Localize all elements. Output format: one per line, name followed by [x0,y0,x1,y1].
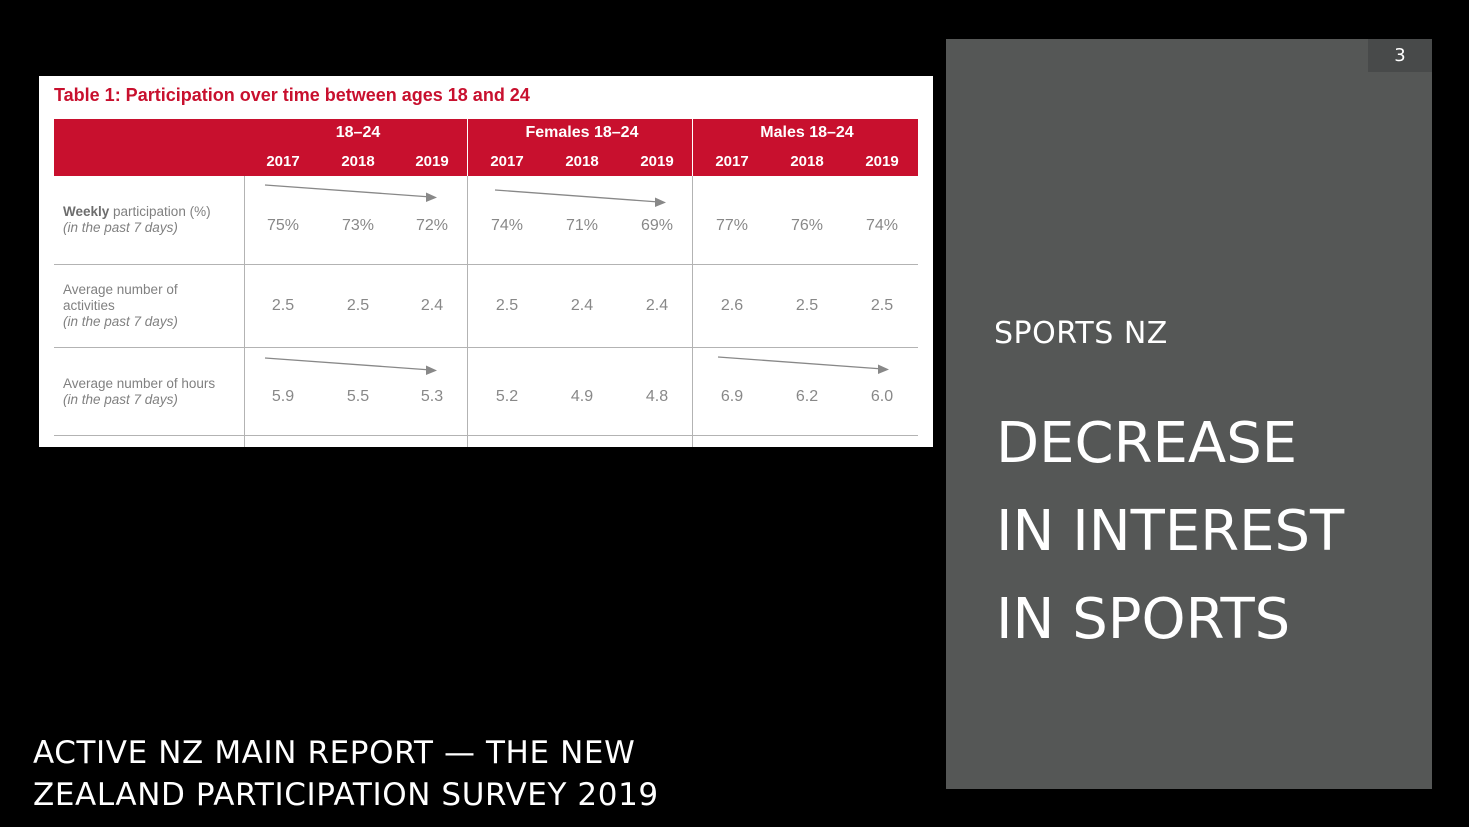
column-divider [467,176,468,447]
table-cell: 73% [341,217,375,234]
table-cell: 5.2 [495,388,519,405]
year-header: 2018 [341,153,375,170]
table-cell: 2.5 [495,297,519,314]
group-header-males: Males 18–24 [760,124,854,141]
row-divider [54,435,918,436]
page-number: 3 [1368,39,1432,72]
row-label-text: Average number of activities [63,282,178,313]
column-divider [692,176,693,447]
table-cell: 6.0 [870,388,894,405]
row-label-average-activities: Average number of activities (in the pas… [63,282,203,330]
table-cell: 5.5 [346,388,370,405]
table-cell: 6.9 [720,388,744,405]
year-header: 2018 [790,153,824,170]
table-cell: 2.4 [420,297,444,314]
year-header: 2017 [490,153,524,170]
row-label-text: participation (%) [109,204,211,219]
table-cell: 74% [865,217,899,234]
table-cell: 2.6 [720,297,744,314]
panel-headline: DECREASE IN INTEREST IN SPORTS [996,400,1344,664]
table-cell: 74% [490,217,524,234]
side-panel [946,39,1432,789]
table-cell: 2.5 [795,297,819,314]
source-line: ZEALAND PARTICIPATION SURVEY 2019 [33,777,659,813]
header-divider [467,119,468,176]
table-cell: 6.2 [795,388,819,405]
panel-subtitle: SPORTS NZ [994,316,1168,351]
row-label-text: Average number of hours [63,376,216,391]
row-label-weekly-participation: Weekly participation (%) (in the past 7 … [63,204,243,236]
year-header: 2017 [266,153,300,170]
group-header-18-24: 18–24 [335,124,381,141]
row-label-note: (in the past 7 days) [63,392,178,407]
table-cell: 77% [715,217,749,234]
year-header: 2019 [415,153,449,170]
column-divider [244,176,245,447]
row-label-bold: Weekly [63,204,110,219]
table-cell: 5.9 [271,388,295,405]
table-cell: 4.9 [570,388,594,405]
table-cell: 71% [565,217,599,234]
table-cell: 2.4 [645,297,669,314]
trend-arrow-weekly-18-24 [264,184,432,198]
headline-line: IN SPORTS [996,587,1291,652]
row-divider [54,347,918,348]
source-caption: ACTIVE NZ MAIN REPORT — THE NEW ZEALAND … [33,732,659,816]
year-header: 2019 [865,153,899,170]
table-header-band [54,119,918,176]
table-cell: 4.8 [645,388,669,405]
table-cell: 2.5 [870,297,894,314]
headline-line: DECREASE [996,411,1298,476]
headline-line: IN INTEREST [996,499,1345,564]
table-title: Table 1: Participation over time between… [54,85,530,105]
row-label-note: (in the past 7 days) [63,220,178,235]
header-divider [692,119,693,176]
group-header-females: Females 18–24 [525,124,639,141]
table-cell: 2.4 [570,297,594,314]
table-cell: 75% [266,217,300,234]
row-label-note: (in the past 7 days) [63,314,178,329]
trend-arrow-hours-18-24 [264,357,432,371]
source-line: ACTIVE NZ MAIN REPORT — THE NEW [33,735,636,771]
year-header: 2017 [715,153,749,170]
year-header: 2018 [565,153,599,170]
year-header: 2019 [640,153,674,170]
trend-arrows [264,184,889,375]
trend-arrow-hours-males [717,356,884,370]
trend-arrow-weekly-females [494,189,660,203]
row-divider [54,264,918,265]
table-cell: 69% [640,217,674,234]
participation-table-image: Table 1: Participation over time between… [39,76,933,447]
row-label-average-hours: Average number of hours (in the past 7 d… [63,376,243,408]
table-cell: 72% [415,217,449,234]
table-cell: 2.5 [346,297,370,314]
table-cell: 5.3 [420,388,444,405]
table-cell: 2.5 [271,297,295,314]
table-cell: 76% [790,217,824,234]
